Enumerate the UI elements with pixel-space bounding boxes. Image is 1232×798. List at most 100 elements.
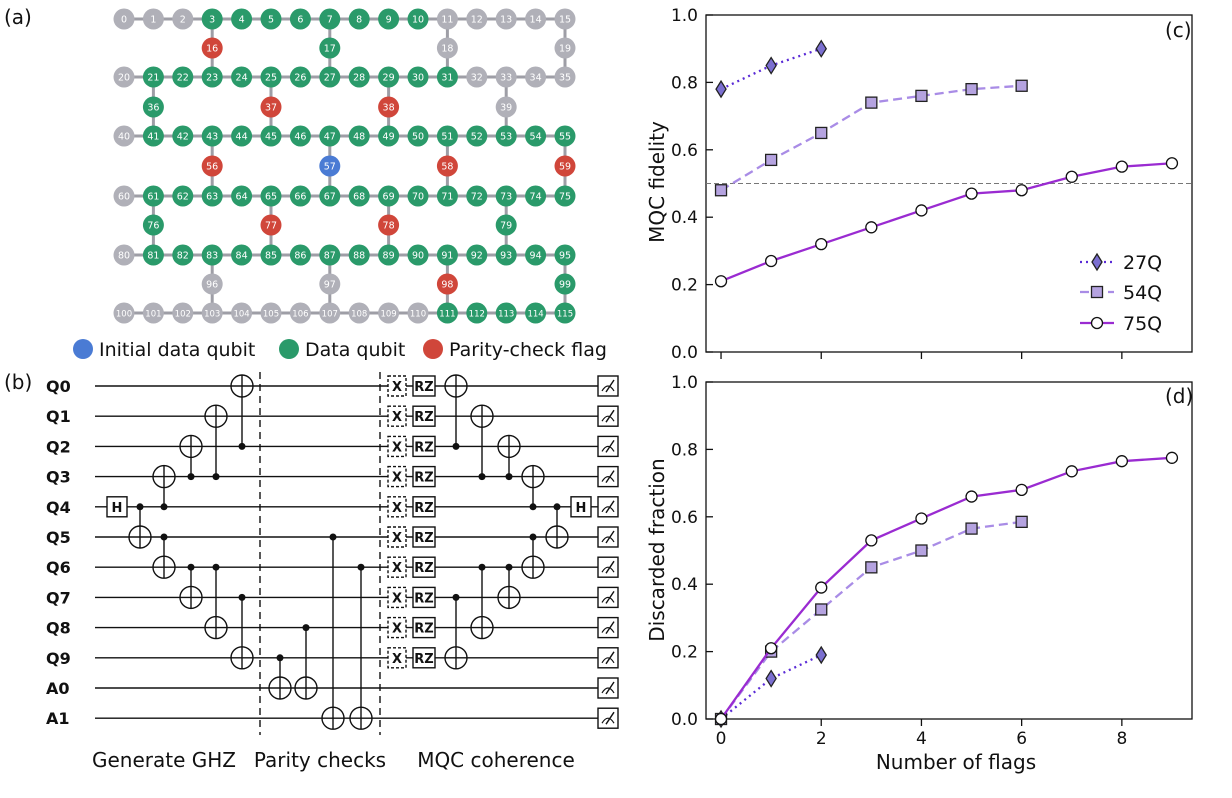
data-point-54q (815, 603, 828, 616)
svg-text:20: 20 (118, 73, 130, 84)
qubit-96: 96 (201, 273, 223, 295)
qubit-14: 14 (525, 8, 547, 30)
section-parity-checks: Parity checks (254, 748, 386, 772)
qubit-58: 58 (436, 155, 458, 177)
measure-icon (597, 677, 619, 699)
qubit-104: 104 (231, 302, 253, 324)
qubit-33: 33 (495, 66, 517, 88)
qubit-71: 71 (436, 185, 458, 207)
qubit-65: 65 (260, 185, 282, 207)
svg-text:72: 72 (471, 192, 483, 203)
qubit-99: 99 (554, 273, 576, 295)
qubit-88: 88 (348, 244, 370, 266)
y-tick-label: 0.0 (671, 710, 698, 730)
cnot-gate (470, 404, 494, 481)
data-point-54q (915, 544, 928, 557)
qubit-91: 91 (436, 244, 458, 266)
qubit-53: 53 (495, 125, 517, 147)
chart-d-body: 0.0 0.2 0.4 0.6 0.8 1.0 0 2 4 6 8 (671, 373, 1193, 749)
qubit-75: 75 (554, 185, 576, 207)
data-point-27q (815, 645, 828, 665)
data-point-75q (965, 490, 978, 503)
cnot-gate (521, 464, 545, 511)
svg-text:81: 81 (147, 251, 159, 262)
data-point-75q (965, 187, 978, 200)
qubit-66: 66 (289, 185, 311, 207)
data-point-54q (965, 522, 978, 535)
svg-text:67: 67 (324, 192, 336, 203)
qubit-8: 8 (348, 8, 370, 30)
qubit-45: 45 (260, 125, 282, 147)
y-tick-label: 0.6 (671, 141, 698, 161)
svg-text:29: 29 (383, 73, 395, 84)
svg-text:2: 2 (180, 15, 186, 26)
wire-label-q5: Q5 (46, 528, 71, 547)
qubit-44: 44 (231, 125, 253, 147)
svg-text:105: 105 (263, 310, 279, 320)
qubit-93: 93 (495, 244, 517, 266)
svg-text:41: 41 (147, 132, 159, 143)
data-point-75q (815, 238, 828, 251)
qubit-50: 50 (407, 125, 429, 147)
svg-text:97: 97 (324, 280, 336, 291)
gate-x: X (387, 465, 407, 488)
x-tick-label: 2 (816, 729, 827, 749)
qubit-54: 54 (525, 125, 547, 147)
svg-text:104: 104 (233, 310, 249, 320)
qubit-97: 97 (319, 273, 341, 295)
qubit-98: 98 (436, 273, 458, 295)
wire-label-q7: Q7 (46, 588, 71, 607)
cnot-gate (349, 563, 373, 730)
qubit-1: 1 (142, 8, 164, 30)
legend-initial-dot (73, 339, 93, 359)
qubit-30: 30 (407, 66, 429, 88)
cnot-gate (521, 533, 545, 579)
qubit-69: 69 (378, 185, 400, 207)
svg-text:109: 109 (380, 310, 396, 320)
qubit-73: 73 (495, 185, 517, 207)
svg-text:99: 99 (559, 280, 571, 291)
svg-text:4: 4 (239, 15, 245, 26)
qubit-79: 79 (495, 214, 517, 236)
gate-rz: RZ (412, 647, 436, 669)
qubit-68: 68 (348, 185, 370, 207)
svg-text:X: X (392, 531, 402, 546)
y-tick-label: 0.4 (671, 208, 698, 228)
data-point-54q (865, 96, 878, 109)
svg-text:82: 82 (177, 251, 189, 262)
svg-text:19: 19 (559, 44, 571, 55)
svg-text:RZ: RZ (414, 622, 433, 637)
svg-text:94: 94 (530, 251, 542, 262)
legend-flag-dot (423, 339, 443, 359)
svg-text:54: 54 (530, 132, 542, 143)
qubit-19: 19 (554, 37, 576, 59)
svg-text:110: 110 (410, 310, 426, 320)
svg-text:57: 57 (324, 162, 336, 173)
qubit-43: 43 (201, 125, 223, 147)
data-point-75q (1090, 316, 1104, 330)
svg-text:85: 85 (265, 251, 277, 262)
data-point-54q (764, 153, 778, 167)
svg-text:18: 18 (441, 44, 453, 55)
panel-a-label: (a) (4, 5, 32, 29)
cnot-gate (204, 563, 228, 640)
measure-icon (597, 496, 619, 518)
wire-label-q1: Q1 (46, 407, 71, 426)
chart-d-ylabel: Discarded fraction (645, 458, 669, 641)
series-line-75q (720, 162, 1173, 283)
measure-icon (597, 586, 619, 609)
svg-text:73: 73 (500, 192, 512, 203)
data-point-54q (965, 82, 978, 96)
circuit-diagram: Q0 Q1 Q2 Q3 Q4 Q5 Q6 Q7 Q8 Q9 A0 A1 H X RZ X RZ X RZ X RZ X RZ… (46, 372, 619, 735)
svg-text:1: 1 (150, 15, 156, 26)
qubit-59: 59 (554, 155, 576, 177)
svg-text:X: X (392, 471, 402, 486)
cnot-gate (497, 434, 521, 481)
cnot-gate (444, 374, 468, 450)
svg-text:RZ: RZ (414, 440, 433, 455)
svg-text:75: 75 (559, 192, 571, 203)
gate-rz: RZ (412, 405, 436, 427)
svg-text:114: 114 (527, 310, 543, 320)
svg-text:55: 55 (559, 132, 571, 143)
qubit-86: 86 (289, 244, 311, 266)
